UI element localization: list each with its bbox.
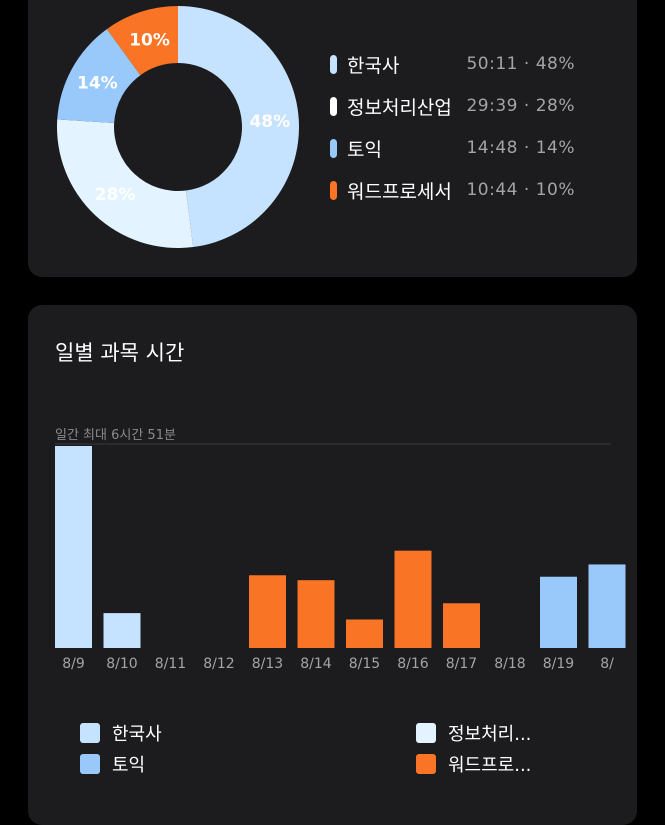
x-tick-label: 8/9 <box>62 656 85 672</box>
bottom-legend-word-processor: 워드프로... <box>416 752 531 776</box>
legend-name: 토익 <box>347 138 382 161</box>
daily-max-note: 일간 최대 6시간 51분 <box>55 428 176 443</box>
bottom-legend-toeic: 토익 <box>80 752 145 776</box>
x-tick-label: 8/10 <box>106 656 137 672</box>
legend-dot <box>330 96 337 116</box>
donut-slice-1 <box>57 119 194 248</box>
daily-bar-chart: 8/9 8/10 8/11 8/12 8/13 8/14 8/15 8/16 8/17 8/18 8… <box>55 443 626 672</box>
legend-swatch <box>416 723 436 743</box>
legend-name: 한국사 <box>347 54 400 77</box>
donut-slice-3 <box>106 6 178 76</box>
legend-swatch <box>80 754 100 774</box>
legend-dot <box>330 54 337 74</box>
x-tick-label: 8/12 <box>203 656 234 672</box>
legend-value: 29:39 · 28% <box>466 96 575 116</box>
bottom-legend-info-processing: 정보처리... <box>416 721 531 745</box>
legend-value: 14:48 · 14% <box>466 138 575 158</box>
legend-label: 정보처리... <box>448 724 532 745</box>
bar-8/9 <box>55 446 92 648</box>
bar-8/19 <box>540 576 577 648</box>
x-tick-label: 8/15 <box>349 656 380 672</box>
x-tick-label: 8/16 <box>397 656 429 672</box>
legend-dot <box>330 180 337 200</box>
x-tick-label: 8/19 <box>543 656 574 672</box>
donut-percent-label: 28% <box>95 185 136 205</box>
legend-dot <box>330 138 337 158</box>
legend-value: 10:44 · 10% <box>466 180 575 200</box>
legend-label: 워드프로... <box>448 755 532 776</box>
legend-name: 워드프로세서 <box>347 180 452 203</box>
legend-value: 50:11 · 48% <box>466 54 575 74</box>
donut-slice-0 <box>178 6 299 248</box>
legend-swatch <box>80 723 100 743</box>
x-tick-label: 8/14 <box>300 656 332 672</box>
x-tick-label: 8/18 <box>494 656 525 672</box>
bottom-legend-korean-history: 한국사 <box>80 721 162 745</box>
donut-slice-2 <box>57 29 141 123</box>
legend-row-info-processing[interactable]: 정보처리산업 29:39 · 28% <box>330 93 610 119</box>
legend-row-korean-history[interactable]: 한국사 50:11 · 48% <box>330 51 610 77</box>
donut-percent-label: 14% <box>77 74 118 94</box>
legend-row-word-processor[interactable]: 워드프로세서 10:44 · 10% <box>330 177 610 203</box>
legend-name: 정보처리산업 <box>347 96 452 119</box>
legend-label: 토익 <box>112 755 146 776</box>
x-tick-label: 8/11 <box>155 656 186 672</box>
subject-donut-chart: 48% 28% 14% 10% <box>57 6 299 248</box>
x-tick-label: 8/13 <box>252 656 283 672</box>
bar-8/14 <box>297 580 335 648</box>
bar-8/10 <box>103 613 141 648</box>
daily-subject-card <box>28 305 637 825</box>
x-tick-label: 8/ <box>600 656 614 672</box>
bar-8/16 <box>394 550 432 648</box>
x-tick-label: 8/17 <box>446 656 477 672</box>
legend-label: 한국사 <box>112 724 162 745</box>
bar-8/15 <box>346 619 383 648</box>
donut-percent-label: 48% <box>249 112 290 132</box>
bar-8/13 <box>249 575 286 648</box>
donut-percent-label: 10% <box>129 31 170 51</box>
bar-8/17 <box>443 603 480 648</box>
legend-swatch <box>416 754 436 774</box>
legend-row-toeic[interactable]: 토익 14:48 · 14% <box>330 135 610 161</box>
bar-8/20 <box>588 564 626 648</box>
section-title: 일별 과목 시간 <box>55 341 185 365</box>
